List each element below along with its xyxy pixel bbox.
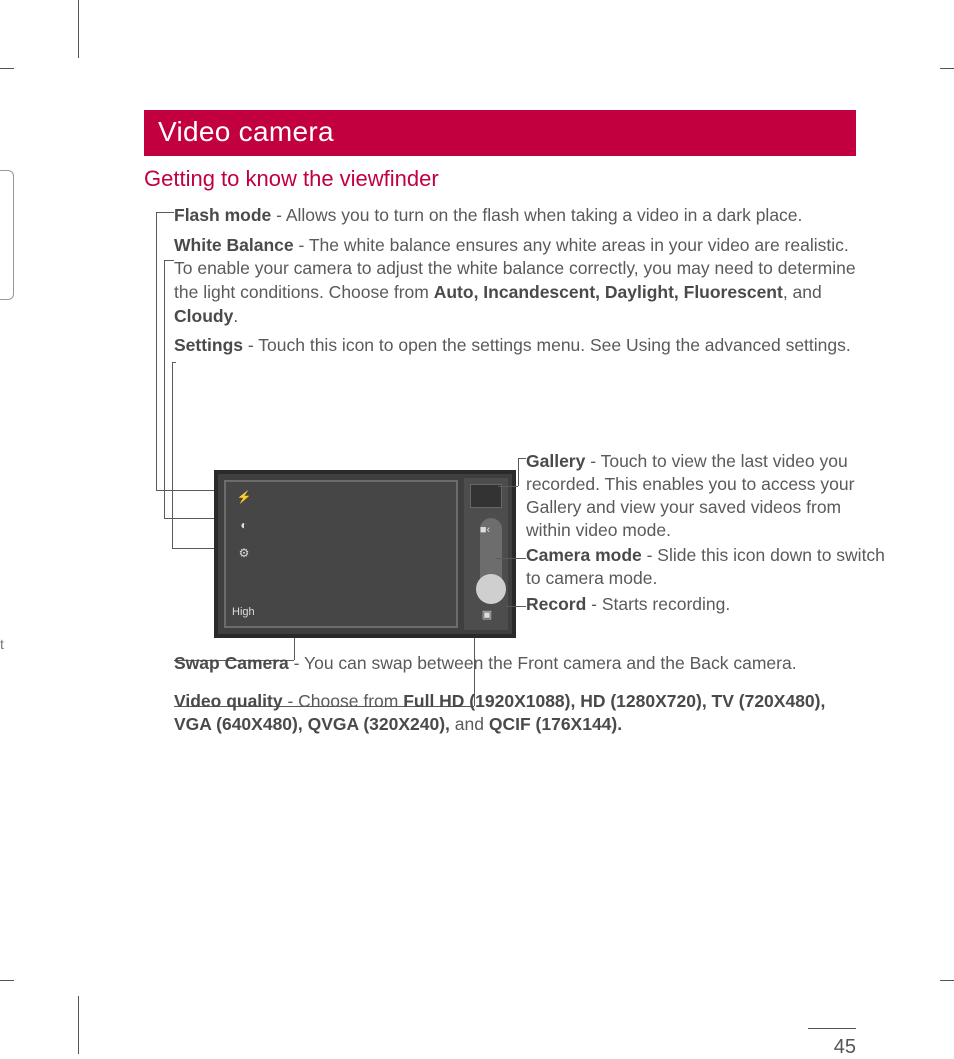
left-icon-column: ⚡ ◐ ⚙	[236, 490, 256, 574]
callout-swap-camera: Swap Camera - You can swap between the F…	[174, 652, 856, 676]
page-content: Video camera Getting to know the viewfin…	[144, 110, 856, 364]
callout-label: Record	[526, 594, 586, 614]
section-subheading: Getting to know the viewfinder	[144, 166, 856, 192]
callout-label: Gallery	[526, 451, 585, 471]
callout-options: Cloudy	[174, 306, 233, 326]
callout-white-balance: White Balance - The white balance ensure…	[174, 234, 856, 329]
callout-text: - Touch this icon to open the settings m…	[243, 335, 851, 355]
connector-line	[156, 212, 174, 213]
gallery-icon: ▣	[478, 608, 496, 622]
crop-mark	[0, 68, 14, 69]
connector-line	[156, 212, 157, 490]
callout-label: Video quality	[174, 691, 283, 711]
settings-icon: ⚙	[236, 546, 252, 562]
viewfinder-frame: ⚡ ◐ ⚙ High	[224, 480, 458, 628]
connector-line	[518, 458, 519, 486]
callout-text: - Choose from	[283, 691, 404, 711]
record-button	[476, 574, 506, 604]
white-balance-icon: ◐	[236, 518, 252, 534]
gallery-thumbnail	[470, 484, 502, 508]
section-title: Video camera	[144, 110, 856, 156]
page-tab-outline	[0, 170, 14, 300]
body: Flash mode - Allows you to turn on the f…	[174, 204, 856, 358]
callout-settings: Settings - Touch this icon to open the s…	[174, 334, 856, 358]
callout-flash-mode: Flash mode - Allows you to turn on the f…	[174, 204, 856, 228]
viewfinder-screenshot: ⚡ ◐ ⚙ High ■‹ ◧ ▣	[214, 470, 516, 638]
connector-line	[518, 458, 526, 459]
crop-mark	[0, 980, 14, 981]
stray-char: t	[0, 636, 4, 652]
callout-label: Camera mode	[526, 545, 642, 565]
page-number: 45	[834, 1036, 856, 1059]
callout-camera-mode: Camera mode - Slide this icon down to sw…	[526, 544, 886, 590]
crop-mark	[940, 980, 954, 981]
callout-text: - Starts recording.	[586, 594, 730, 614]
callout-options: Auto, Incandescent, Daylight, Fluorescen…	[434, 282, 783, 302]
connector-line	[506, 606, 526, 607]
callout-video-quality: Video quality - Choose from Full HD (192…	[174, 690, 856, 737]
connector-line	[164, 260, 174, 261]
connector-line	[498, 486, 518, 487]
connector-line	[164, 260, 165, 518]
page-number-rule	[808, 1028, 856, 1029]
right-callouts: Gallery - Touch to view the last video y…	[526, 450, 886, 618]
callout-label: Swap Camera	[174, 653, 289, 673]
callout-gallery: Gallery - Touch to view the last video y…	[526, 450, 886, 542]
connector-line	[496, 558, 526, 559]
callout-record: Record - Starts recording.	[526, 593, 886, 616]
flash-icon: ⚡	[236, 490, 252, 506]
connector-line	[172, 362, 173, 548]
quality-indicator: High	[232, 606, 255, 618]
crop-mark	[940, 68, 954, 69]
callout-text: - You can swap between the Front camera …	[289, 653, 797, 673]
callout-label: Settings	[174, 335, 243, 355]
callout-options: QCIF (176X144).	[489, 714, 622, 734]
callout-label: Flash mode	[174, 205, 271, 225]
callout-text: , and	[783, 282, 822, 302]
right-control-column: ■‹ ◧ ▣	[464, 478, 508, 630]
crop-mark	[78, 0, 79, 58]
callout-text: - Allows you to turn on the flash when t…	[271, 205, 802, 225]
callout-text: and	[450, 714, 489, 734]
crop-mark	[78, 996, 79, 1054]
video-mode-icon: ■‹	[476, 524, 494, 538]
callout-text: .	[233, 306, 238, 326]
callout-label: White Balance	[174, 235, 294, 255]
bottom-callouts: Swap Camera - You can swap between the F…	[174, 652, 856, 751]
